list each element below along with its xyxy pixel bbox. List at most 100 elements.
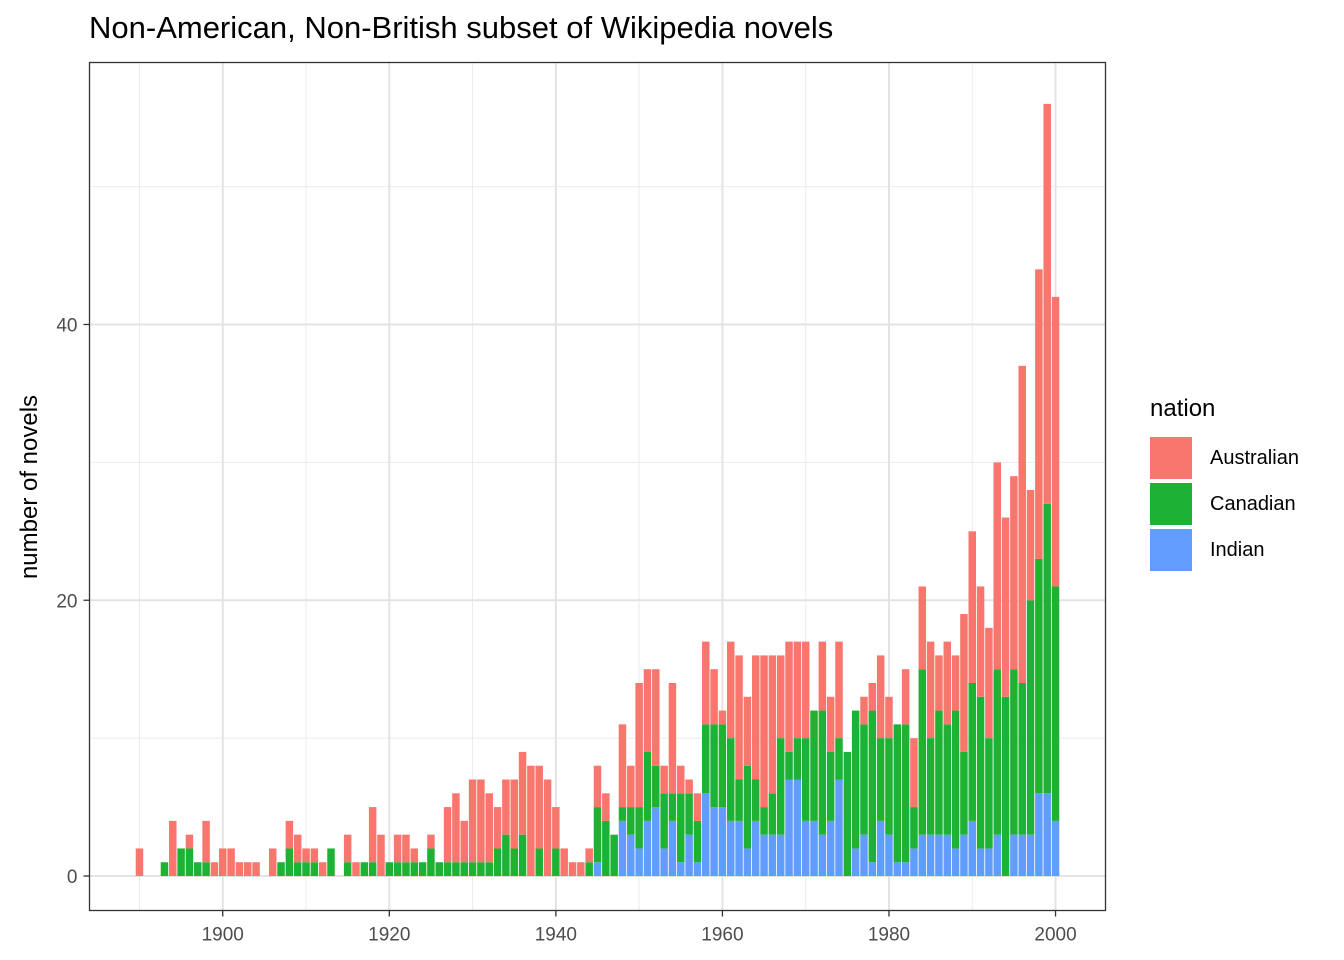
bar-canadian-1965 xyxy=(760,807,768,835)
bar-indian-1980 xyxy=(885,834,893,877)
y-tick-label: 0 xyxy=(67,867,78,888)
bar-canadian-1909 xyxy=(293,862,302,877)
bar-indian-1999 xyxy=(1043,793,1051,877)
bar-australian-1954 xyxy=(668,682,677,794)
bar-indian-1988 xyxy=(951,848,960,877)
bar-australian-1986 xyxy=(935,655,943,711)
bar-canadian-1950 xyxy=(635,807,643,849)
bar-australian-1900 xyxy=(218,848,227,877)
bar-australian-1961 xyxy=(726,641,735,739)
bar-canadian-1929 xyxy=(460,862,469,877)
bar-indian-1971 xyxy=(810,820,818,877)
bar-australian-1921 xyxy=(393,834,402,863)
bar-australian-1952 xyxy=(652,669,660,766)
bar-indian-1969 xyxy=(793,779,802,877)
bar-indian-1985 xyxy=(926,834,935,877)
bar-australian-1922 xyxy=(402,834,410,863)
bar-indian-1995 xyxy=(1010,834,1018,877)
bar-canadian-1932 xyxy=(485,862,493,877)
bar-indian-1948 xyxy=(618,820,627,877)
bar-australian-1919 xyxy=(377,834,385,877)
bar-australian-1970 xyxy=(801,641,810,739)
bar-indian-1956 xyxy=(685,834,693,877)
bar-australian-1945 xyxy=(593,765,602,808)
bar-australian-1964 xyxy=(751,655,760,780)
bar-australian-1944 xyxy=(585,848,593,863)
bar-australian-1993 xyxy=(993,462,1001,670)
bar-australian-1973 xyxy=(826,696,835,752)
bar-canadian-1995 xyxy=(1010,669,1018,835)
legend-items: Australian Canadian Indian xyxy=(1150,435,1299,573)
bar-indian-1968 xyxy=(785,779,793,877)
bar-australian-1953 xyxy=(660,765,668,794)
bar-indian-1953 xyxy=(660,848,668,877)
bar-indian-1982 xyxy=(901,862,910,877)
x-tick-label: 1980 xyxy=(868,925,910,946)
bar-canadian-1946 xyxy=(602,820,610,877)
bar-canadian-1991 xyxy=(976,696,985,849)
bar-canadian-1947 xyxy=(610,834,618,877)
bar-australian-1943 xyxy=(577,862,585,877)
x-tick-label: 1960 xyxy=(701,925,743,946)
bar-canadian-1997 xyxy=(1026,600,1035,835)
bar-canadian-1915 xyxy=(343,862,352,877)
bar-australian-1931 xyxy=(477,779,485,863)
bar-canadian-1938 xyxy=(535,848,543,877)
axes-layer: 1900 1920 1940 1960 1980 2000 0 20 40 xyxy=(56,315,1076,945)
legend-label-australian: Australian xyxy=(1210,446,1299,469)
bar-australian-1946 xyxy=(602,793,610,821)
bar-indian-1964 xyxy=(751,820,760,877)
bar-canadian-1930 xyxy=(468,862,477,877)
bar-indian-1965 xyxy=(760,834,768,877)
legend-label-canadian: Canadian xyxy=(1210,492,1296,515)
bar-canadian-1931 xyxy=(477,862,485,877)
bar-indian-1998 xyxy=(1035,793,1043,877)
bar-australian-1965 xyxy=(760,655,768,808)
bar-australian-1963 xyxy=(743,696,752,766)
bar-canadian-1978 xyxy=(868,710,877,863)
bar-indian-1987 xyxy=(943,834,952,877)
bar-canadian-1986 xyxy=(935,710,943,835)
legend-item-indian: Indian xyxy=(1150,527,1299,573)
bar-indian-1993 xyxy=(993,834,1001,877)
bar-canadian-1910 xyxy=(302,862,310,877)
bar-canadian-1898 xyxy=(202,862,210,877)
legend-label-indian: Indian xyxy=(1210,538,1265,561)
bar-australian-1902 xyxy=(235,862,244,877)
bar-canadian-1976 xyxy=(851,710,860,849)
bar-canadian-1922 xyxy=(402,862,410,877)
bar-australian-1938 xyxy=(535,765,543,849)
bar-canadian-1921 xyxy=(393,862,402,877)
bar-canadian-1918 xyxy=(368,862,377,877)
bar-canadian-1928 xyxy=(452,862,460,877)
bar-indian-1949 xyxy=(627,834,635,877)
bar-australian-1899 xyxy=(210,862,219,877)
bar-canadian-1934 xyxy=(502,834,510,877)
bar-canadian-1955 xyxy=(677,793,685,863)
bar-australian-1982 xyxy=(901,669,910,725)
bar-canadian-1963 xyxy=(743,765,752,849)
bar-indian-1955 xyxy=(677,862,685,877)
bar-indian-1972 xyxy=(818,834,827,877)
bar-canadian-1983 xyxy=(910,807,918,849)
bar-indian-1957 xyxy=(693,862,702,877)
bar-australian-1941 xyxy=(560,848,568,877)
bar-canadian-1966 xyxy=(768,793,777,835)
bar-indian-1966 xyxy=(768,834,777,877)
bar-canadian-1973 xyxy=(826,751,835,821)
bar-indian-1986 xyxy=(935,834,943,877)
bar-australian-1896 xyxy=(185,834,194,849)
x-tick-label: 2000 xyxy=(1034,925,1076,946)
bar-canadian-1996 xyxy=(1018,682,1026,835)
bar-canadian-1959 xyxy=(710,724,718,808)
x-tick-label: 1940 xyxy=(535,925,577,946)
bar-indian-1990 xyxy=(968,820,977,877)
bar-australian-1966 xyxy=(768,655,777,794)
bar-indian-1973 xyxy=(826,820,835,877)
bar-canadian-1935 xyxy=(510,848,518,877)
bar-australian-1939 xyxy=(543,779,552,877)
bar-australian-1935 xyxy=(510,779,518,849)
bar-canadian-1911 xyxy=(310,862,319,877)
bar-canadian-1980 xyxy=(885,738,893,835)
bar-canadian-1948 xyxy=(618,807,627,821)
